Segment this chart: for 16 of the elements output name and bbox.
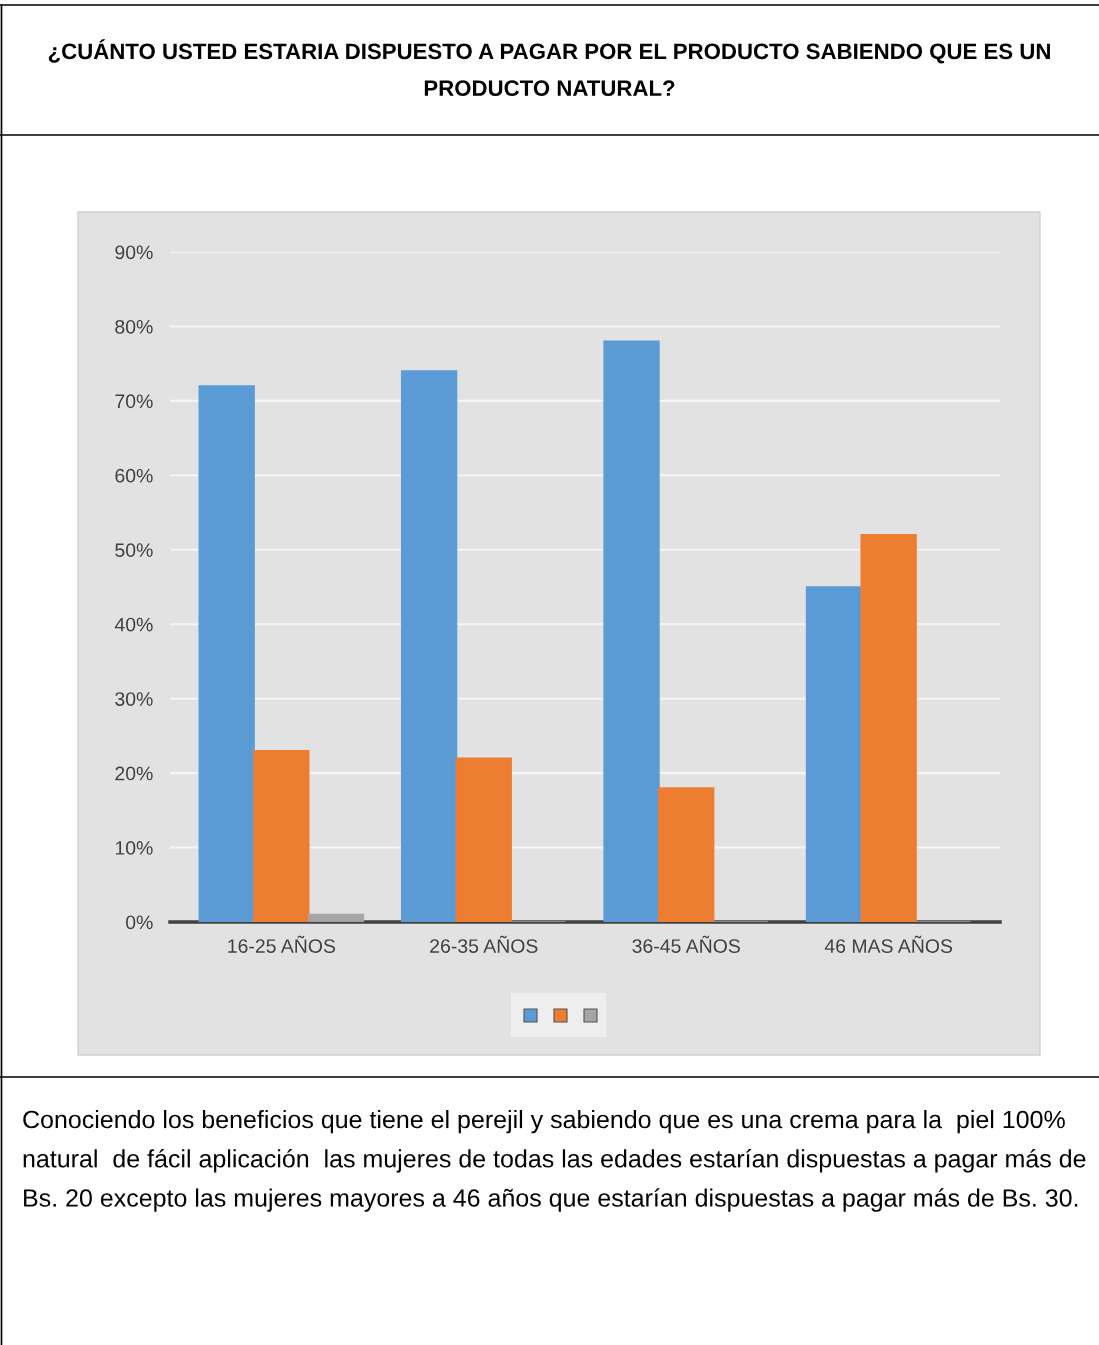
y-tick-label: 90% bbox=[115, 245, 153, 260]
chart-title: ¿CUÁNTO USTED ESTARIA DISPUESTO A PAGAR POR EL PRODUCTO SABIENDO QUE ES UN PRODUCTO NATURAL? bbox=[48, 39, 1050, 97]
x-tick-label: 46 MAS AÑOS bbox=[824, 935, 953, 953]
y-tick-label: 40% bbox=[114, 617, 153, 632]
y-tick-label: 60% bbox=[115, 468, 153, 483]
y-tick-label: 70% bbox=[115, 394, 153, 409]
text: Conociendo los beneficios que tiene el perejil y sabiendo que es una crema para la piel 100% natural de fácil aplicación las mujeres de todas las edades estarían dispuestas a pagar más de Bs. 20 excepto las mujeres mayores a 46 años que estarían dispuestas a pagar más de Bs. 30. bbox=[23, 1110, 1086, 1212]
x-tick-label: 36-45 AÑOS bbox=[632, 935, 740, 953]
y-tick-label: 80% bbox=[115, 319, 153, 334]
x-tick-label: 26-35 AÑOS bbox=[430, 935, 538, 953]
x-tick-label: 16-25 AÑOS bbox=[228, 935, 336, 953]
y-tick-label: 30% bbox=[115, 692, 153, 706]
y-tick-label: 50% bbox=[115, 543, 153, 558]
y-tick-label: 20% bbox=[115, 766, 153, 781]
y-tick-label: 10% bbox=[115, 841, 153, 855]
y-tick-label: 0% bbox=[125, 915, 153, 930]
